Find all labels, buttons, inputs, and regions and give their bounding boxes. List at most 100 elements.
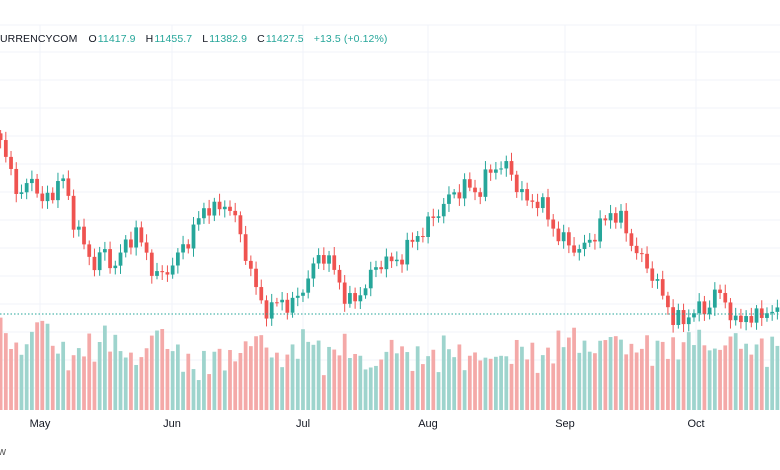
x-tick-label: Aug [418,418,438,430]
symbol-name[interactable]: URRENCYCOM [0,33,78,45]
candle-body [337,269,342,283]
candle-body [697,301,702,314]
candle-body [608,213,613,221]
candle-body [749,316,754,323]
candle-body [222,206,227,210]
candle-body [165,272,170,275]
candle-body [556,228,561,242]
candle-body [572,245,576,253]
candle-body [191,224,196,249]
candle-body [118,252,123,266]
candle-body [269,302,274,319]
candle-body [671,307,676,325]
candle-body [374,267,378,270]
candle-body [238,215,243,235]
candle-body [254,268,258,288]
volume-bar [353,353,357,410]
volume-bar [723,345,728,410]
candle-body [102,249,107,253]
volume-bar [660,341,665,410]
candle-body [50,192,55,201]
volume-bar [561,347,566,410]
volume-bar [191,369,196,410]
volume-bar [129,352,133,410]
volume-bar [30,331,34,410]
volume-bar [577,352,582,410]
volume-bar [348,358,352,410]
candle-body [363,288,368,296]
candle-body [478,192,483,197]
candle-body [441,203,446,217]
candle-body [14,168,19,194]
volume-bar [14,342,19,410]
candle-body [24,183,29,193]
volume-bar [332,349,337,410]
volume-bar [264,347,269,410]
candle-body [681,310,686,325]
candle-body [144,242,149,253]
candle-body [707,307,712,315]
volume-bar [749,354,754,410]
candle-body [212,201,217,216]
x-tick-label: Sep [555,418,575,430]
volume-bar [181,371,185,410]
candle-body [499,168,503,170]
candle-body [306,278,311,293]
candle-body [134,227,139,248]
candle-body [196,218,201,225]
candle-body [275,302,279,304]
candle-body [82,226,86,245]
candle-body [332,255,337,270]
volume-bar [702,345,707,410]
volume-bar [384,351,389,410]
volume-bar [707,350,712,410]
candle-body [129,239,133,248]
volume-bar [645,335,649,410]
volume-bar [196,380,201,410]
credit-text: w [0,446,6,458]
x-tick-label: Jul [295,418,311,430]
candle-body [405,239,410,265]
volume-bar [452,357,457,410]
volume-bar [269,357,274,410]
volume-bar [24,344,29,410]
candle-body [535,201,540,209]
candle-body [582,242,587,250]
volume-bar [447,349,451,410]
candle-body [66,178,71,196]
volume-bar [327,346,331,410]
volume-bar [572,327,576,410]
volume-bar [290,344,295,410]
candle-body [30,178,34,184]
volume-bar [97,341,102,410]
volume-bar [118,351,123,410]
candle-body [321,255,326,264]
volume-bar [551,363,556,410]
volume-bar [82,356,86,410]
candle-body [613,213,618,223]
candle-body [264,300,269,319]
candle-body [692,313,696,318]
candle-body [655,279,660,281]
volume-bar [462,370,467,410]
volume-bar [431,349,436,410]
volume-bar [520,346,524,410]
volume-bar [280,367,285,410]
candle-body [35,178,39,194]
candle-body [660,279,665,296]
candle-body [353,293,357,302]
ohlc-legend: URRENCYCOM O11417.9 H11455.7 L11382.9 C1… [0,33,395,45]
volume-bar [134,364,139,410]
candle-body [754,308,759,323]
candle-body [739,315,743,323]
candle-body [311,263,316,279]
volume-bar [3,333,8,410]
candle-body [217,201,222,210]
candle-body [467,179,472,188]
volume-bar [634,352,639,410]
volume-bar [613,336,618,410]
x-tick-label: Oct [687,418,705,430]
candle-body [483,169,488,197]
volume-bar [254,336,258,410]
